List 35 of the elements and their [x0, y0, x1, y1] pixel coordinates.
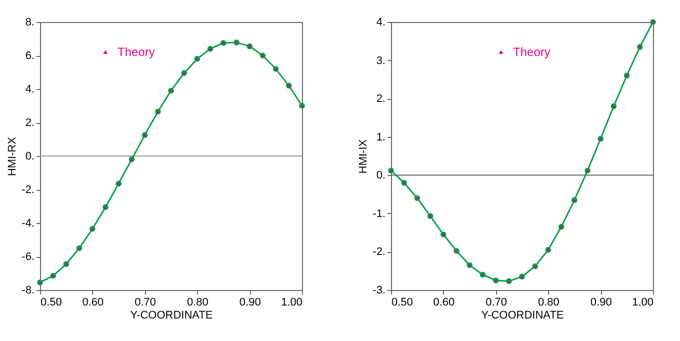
y-tick-label: 0. [25, 150, 34, 162]
y-tick-label: 3. [376, 54, 386, 67]
x-axis-title: Y-COORDINATE [130, 310, 213, 322]
legend-label: Theory [118, 45, 155, 59]
x-tick-label: 0.70 [486, 296, 508, 308]
x-tick-label: 0.60 [82, 296, 104, 308]
y-tick-label: -4. [22, 218, 34, 230]
x-tick-label: 0.70 [134, 296, 156, 308]
x-tick-label: 0.50 [40, 296, 62, 308]
y-tick-label: 8. [25, 16, 34, 28]
x-tick-label: 0.50 [392, 296, 413, 308]
x-tick-label: 0.80 [186, 296, 208, 308]
x-axis-title: Y-COORDINATE [481, 310, 564, 322]
y-tick-label: 4. [25, 84, 34, 96]
x-tick-label: 0.90 [590, 296, 612, 308]
x-tick-label: 0.90 [239, 296, 261, 308]
y-tick-label: -3. [372, 284, 386, 296]
x-tick-label: 0.60 [433, 296, 455, 308]
y-tick-label: -2. [22, 184, 34, 196]
y-tick-label: 1. [376, 131, 386, 144]
y-axis-title: HMI-IX [358, 138, 370, 174]
legend-label: Theory [513, 45, 550, 59]
y-tick-label: -2. [372, 246, 386, 258]
y-tick-label: -6. [22, 251, 34, 263]
y-tick-label: -8. [22, 284, 34, 296]
y-tick-label: -1. [372, 208, 386, 220]
y-tick-label: 2. [25, 117, 34, 129]
y-tick-label: 4. [376, 16, 386, 28]
x-tick-label: 1.00 [632, 296, 654, 308]
x-tick-label: 0.80 [538, 296, 560, 308]
y-tick-label: 6. [25, 50, 34, 62]
y-axis-title: HMI-RX [6, 136, 19, 176]
y-tick-label: 0. [376, 170, 386, 182]
x-tick-label: 1.00 [281, 296, 302, 308]
y-tick-label: 2. [376, 93, 386, 106]
